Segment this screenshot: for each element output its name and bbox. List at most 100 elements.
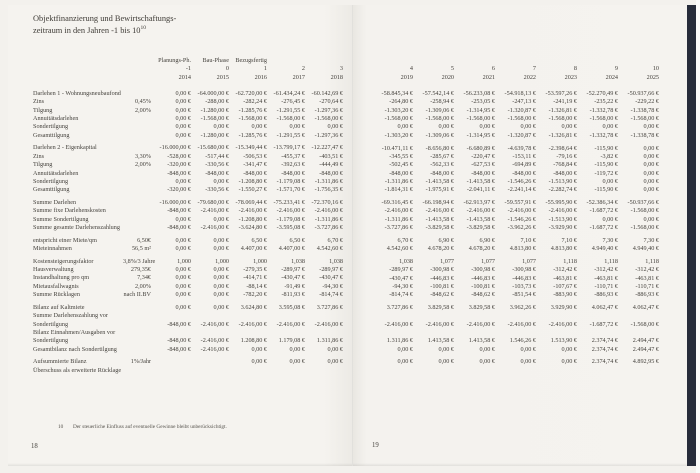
table-cell: -78.069,44 € xyxy=(235,198,267,206)
table-cell: -62.913,97 € xyxy=(463,198,495,206)
left-page: Objektfinanzierung und Bewirtschaftungs-… xyxy=(8,5,353,466)
table-cell: -12.227,47 € xyxy=(311,144,343,152)
table-cell: 0,00 € xyxy=(213,266,229,274)
table-cell: 4.542,60 € xyxy=(386,245,413,253)
table-cell: 0,00 € xyxy=(397,123,413,131)
table-cell: -1.291,55 € xyxy=(276,131,305,139)
scan-edge xyxy=(696,0,700,473)
row-label: Zins xyxy=(33,152,45,160)
table-cell: 0,00 € xyxy=(175,245,191,253)
table-cell: -446,83 € xyxy=(512,274,536,282)
table-cell: -3.727,86 € xyxy=(314,223,343,231)
table-cell: -320,00 € xyxy=(167,161,191,169)
table-cell: 0,00 € xyxy=(397,358,413,366)
table-row: 0,00 € 0,00 € 0,00 € 0,00 € 0,00 € 0,00 € 0,00… xyxy=(372,123,672,131)
row-qualifier: 0,45% xyxy=(135,98,151,106)
table-cell: 6,70 € xyxy=(327,236,343,244)
table-row: Tilgung 2,00% -320,00 € -330,56 € -341,47 € -… xyxy=(33,161,345,169)
table-cell: -1.311,86 € xyxy=(314,215,343,223)
table-cell: -886,93 € xyxy=(635,291,659,299)
table-cell: 1,038 xyxy=(399,257,413,265)
table-cell: -886,93 € xyxy=(594,291,618,299)
table-cell: 0,00 € xyxy=(251,345,267,353)
table-row: Darlehen 2 - Eigenkapital -16.000,00 € -15… xyxy=(33,144,345,152)
page-number-left: 18 xyxy=(31,443,38,450)
table-row: Bilanz Einnahmen/Ausgaben vor xyxy=(33,329,345,337)
table-cell: -1.568,00 € xyxy=(589,115,618,123)
table-cell: 0,00 € xyxy=(602,123,618,131)
table-cell: 0,00 € xyxy=(643,144,659,152)
row-label: Summe fixe Darlehenskosten xyxy=(33,207,106,215)
table-cell: -528,00 € xyxy=(167,152,191,160)
row-qualifier: 7,34€ xyxy=(137,274,151,282)
row-label: Annuitätsdarlehen xyxy=(33,169,79,177)
table-cell: -75.233,41 € xyxy=(273,198,305,206)
table-row: entspricht einer Miete/qm 6,50€ 0,00 € 0,00… xyxy=(33,237,345,245)
table-cell: -1.280,00 € xyxy=(200,131,229,139)
table-cell: -2.416,00 € xyxy=(200,207,229,215)
table-cell: -1.326,81 € xyxy=(548,106,577,114)
header-spacer xyxy=(33,82,345,90)
table-cell: -282,24 € xyxy=(243,98,267,106)
table-cell: 0,00 € xyxy=(175,215,191,223)
table-cell: 3.929,90 € xyxy=(550,303,577,311)
column-header: 2020 xyxy=(441,73,454,81)
table-cell: -330,56 € xyxy=(205,161,229,169)
table-cell xyxy=(305,367,343,375)
table-cell: 0,00 € xyxy=(251,123,267,131)
row-label: Bilanz Einnahmen/Ausgaben vor xyxy=(33,328,116,336)
table-cell: 0,00 € xyxy=(643,169,659,177)
table-cell: 1.546,26 € xyxy=(509,337,536,345)
table-cell: -115,90 € xyxy=(594,186,619,194)
column-header: 2016 xyxy=(254,73,267,81)
row-label: Summe gesamte Darlehenszahlung xyxy=(33,223,120,231)
header-spacer xyxy=(33,57,123,65)
table-row: -69.316,45 € -66.198,94 € -62.913,97 € -59.… xyxy=(372,199,672,207)
table-cell: 2.374,74 € xyxy=(591,345,618,353)
table-cell: 0,00 € xyxy=(479,123,495,131)
table-row: Bilanz auf Kaltmiete 0,00 € 0,00 € 3.624,80… xyxy=(33,304,345,312)
table-cell: 1.179,08 € xyxy=(278,337,305,345)
table-row: -94,30 € -100,81 € -100,81 € -103,73 € -107,… xyxy=(372,283,672,291)
row-label: Hausverwaltung xyxy=(33,266,74,274)
row-label: Summe Sondertilgung xyxy=(33,215,89,223)
column-header: 3 xyxy=(339,65,343,73)
title-line-2: zeitraum in den Jahren -1 bis 1010 xyxy=(33,24,146,35)
table-cell: 0,00 € xyxy=(520,358,536,366)
table-cell: -220,47 € xyxy=(471,152,495,160)
table-cell: 6,90 € xyxy=(438,236,454,244)
table-cell: 0,00 € xyxy=(602,177,618,185)
table-cell: -1.814,31 € xyxy=(384,186,413,194)
table-cell: 0,00 € xyxy=(327,345,343,353)
table-cell: -66.198,94 € xyxy=(422,198,454,206)
table-cell: -264,80 € xyxy=(389,98,413,106)
table-cell: -848,00 € xyxy=(281,169,305,177)
table-cell: -289,97 € xyxy=(319,266,343,274)
row-label: Annuitätsdarlehen xyxy=(33,115,79,123)
table-cell: -506,53 € xyxy=(243,152,267,160)
table-cell: -848,00 € xyxy=(167,337,191,345)
table-cell: 0,00 € xyxy=(175,177,191,185)
table-cell: -627,53 € xyxy=(471,161,495,169)
table-cell: -1.568,00 € xyxy=(314,115,343,123)
table-cell: 0,00 € xyxy=(479,345,495,353)
table-cell: 4.062,47 € xyxy=(632,303,659,311)
table-cell: -2.416,00 € xyxy=(314,207,343,215)
table-cell: -53.597,26 € xyxy=(545,90,577,98)
table-cell: -288,00 € xyxy=(205,98,229,106)
table-cell: -235,22 € xyxy=(594,98,618,106)
row-qualifier: nach II.BV xyxy=(123,291,152,299)
table-cell: -91,49 € xyxy=(284,282,305,290)
table-cell: -848,62 € xyxy=(430,291,454,299)
table-cell: -1.338,78 € xyxy=(630,131,659,139)
table-cell: -2.416,00 € xyxy=(548,320,577,328)
row-qualifier xyxy=(123,224,153,232)
column-header: 8 xyxy=(573,65,577,73)
column-header: 10 xyxy=(652,65,659,73)
row-qualifier xyxy=(123,321,153,329)
table-cell: -110,71 € xyxy=(635,282,660,290)
table-cell: 4.678,20 € xyxy=(427,245,454,253)
table-cell: 0,00 € xyxy=(327,123,343,131)
table-cell: 0,00 € xyxy=(289,345,305,353)
column-header: 0 xyxy=(225,65,229,73)
